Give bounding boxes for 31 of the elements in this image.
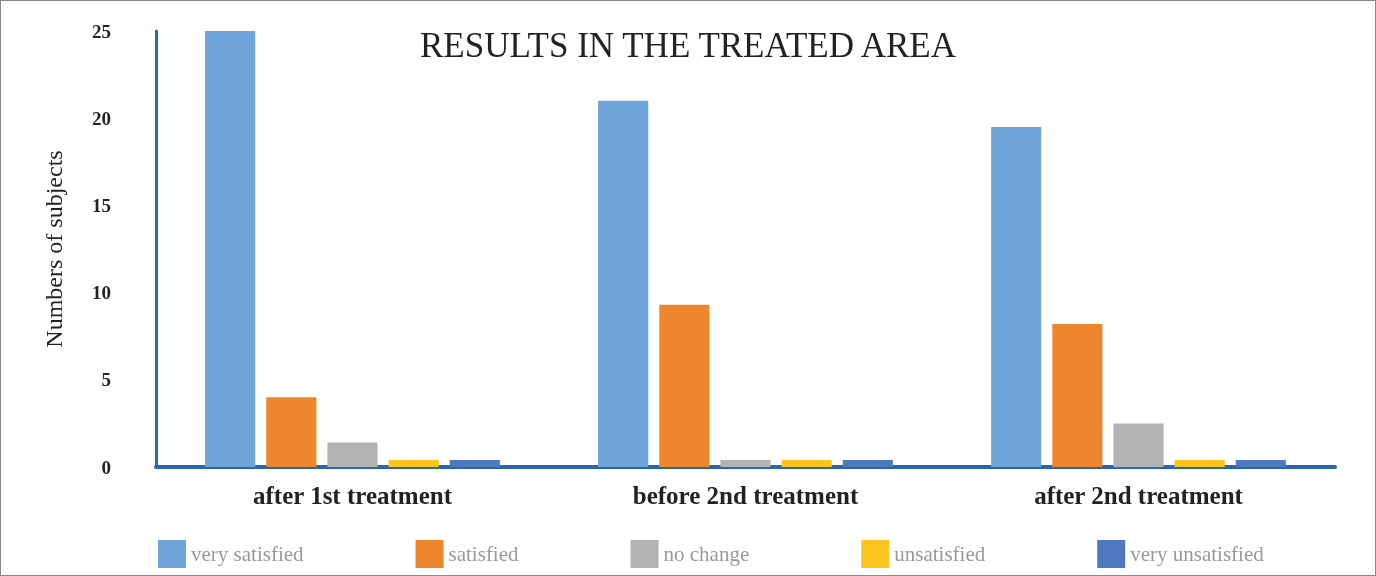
bar (598, 100, 649, 467)
chart-title: RESULTS IN THE TREATED AREA (419, 26, 957, 65)
y-tick-label: 15 (92, 194, 111, 216)
legend-label: very satisfied (191, 542, 305, 566)
x-tick-label: after 2nd treatment (1034, 482, 1244, 509)
legend-label: satisfied (448, 542, 520, 566)
y-tick-label: 5 (101, 369, 111, 391)
legend-label: very unsatisfied (1130, 542, 1265, 566)
y-tick-label: 20 (92, 107, 111, 129)
bar (1235, 460, 1286, 467)
bar (205, 31, 256, 467)
bar (1113, 423, 1164, 467)
bar (388, 460, 439, 467)
bar (327, 442, 378, 467)
x-tick-label: after 1st treatment (253, 482, 453, 509)
legend-label: no change (663, 542, 750, 566)
bar (1174, 460, 1225, 467)
bar (266, 397, 317, 467)
y-tick-label: 0 (101, 456, 111, 478)
x-tick-label: before 2nd treatment (632, 482, 859, 509)
y-tick-label: 10 (92, 282, 111, 304)
legend-label: unsatisfied (894, 542, 986, 566)
bar (842, 460, 893, 467)
bar (720, 460, 771, 467)
bar (449, 460, 500, 467)
bar (659, 304, 710, 467)
y-tick-label: 25 (92, 20, 111, 42)
y-axis-title: Numbers of subjects (41, 150, 67, 348)
bar (991, 126, 1042, 467)
bar (781, 460, 832, 467)
bar (1052, 323, 1103, 467)
